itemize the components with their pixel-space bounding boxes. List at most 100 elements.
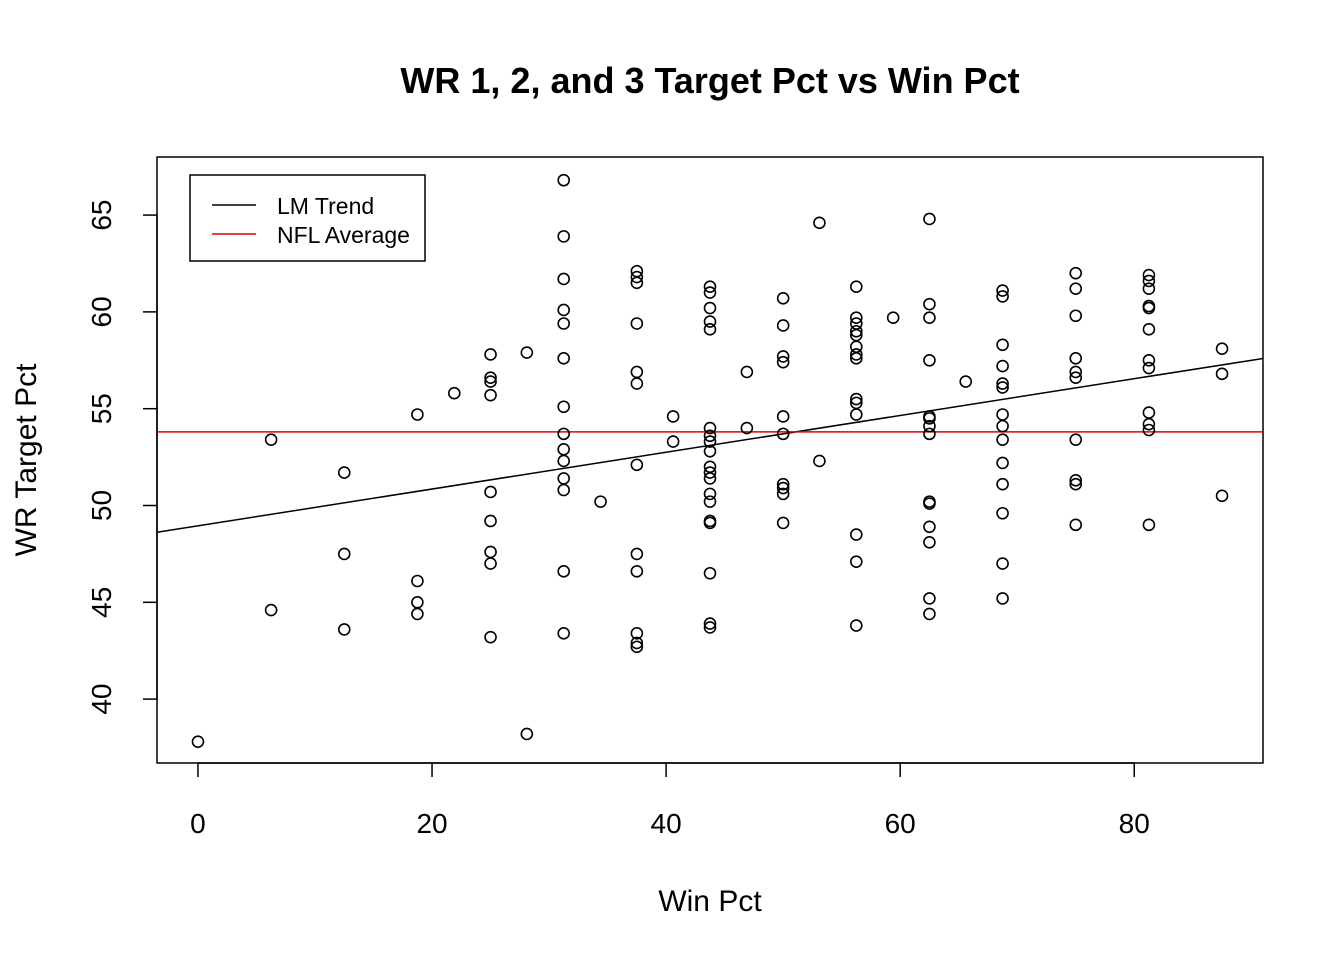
scatter-point	[703, 280, 717, 294]
legend-label-nfl-average: NFL Average	[277, 222, 410, 248]
scatter-point	[996, 338, 1009, 352]
scatter-point	[484, 485, 497, 499]
scatter-point	[923, 535, 936, 549]
scatter-point	[923, 297, 936, 311]
scatter-point	[557, 626, 571, 640]
scatter-point	[1142, 518, 1156, 532]
scatter-point	[630, 377, 644, 390]
x-axis-label: Win Pct	[658, 885, 762, 918]
scatter-point	[1069, 266, 1083, 280]
scatter-point	[630, 636, 644, 650]
scatter-point	[411, 574, 424, 588]
scatter-point	[813, 454, 826, 468]
scatter-point	[849, 408, 863, 421]
scatter-point	[703, 301, 717, 315]
scatter-point	[1142, 361, 1156, 375]
scatter-point	[520, 346, 534, 359]
scatter-point	[557, 472, 571, 485]
legend: LM Trend NFL Average	[189, 174, 426, 262]
x-tick-label: 20	[416, 808, 447, 839]
scatter-point	[959, 375, 973, 388]
scatter-point	[996, 506, 1009, 520]
y-tick-label: 65	[86, 200, 117, 231]
scatter-point	[1142, 423, 1156, 437]
scatter-point	[1142, 406, 1156, 419]
scatter-point	[703, 621, 717, 634]
scatter-point	[996, 381, 1009, 394]
scatter-point	[557, 443, 571, 456]
scatter-point	[630, 626, 644, 640]
scatter-point	[703, 435, 717, 448]
scatter-point	[996, 290, 1009, 303]
scatter-point	[886, 311, 900, 324]
scatter-point	[923, 520, 936, 534]
scatter-point	[630, 276, 644, 290]
scatter-point	[996, 377, 1009, 390]
scatter-point	[996, 284, 1009, 297]
scatter-point	[996, 477, 1009, 491]
scatter-point	[776, 477, 790, 491]
scatter-point	[776, 292, 790, 305]
scatter-point	[411, 408, 424, 421]
scatter-point	[557, 272, 571, 286]
scatter-point	[776, 516, 790, 530]
scatter-point	[1069, 352, 1083, 365]
scatter-point	[264, 603, 278, 617]
scatter-point	[557, 400, 571, 414]
scatter-point	[703, 315, 717, 328]
scatter-point	[740, 365, 754, 379]
scatter-point	[996, 456, 1009, 470]
scatter-point	[484, 557, 497, 570]
scatter-point	[1215, 489, 1229, 503]
scatter-point	[557, 352, 571, 365]
scatter-point	[630, 547, 644, 561]
scatter-point	[1069, 474, 1083, 487]
scatter-point	[484, 388, 497, 402]
scatter-point	[1142, 417, 1156, 431]
scatter-point	[923, 497, 936, 510]
scatter-point	[630, 270, 644, 284]
y-axis: 40 45 50 55 60 65	[86, 200, 158, 715]
scatter-point	[703, 516, 717, 530]
scatter-point	[1069, 371, 1083, 385]
scatter-point	[557, 483, 571, 497]
y-tick-label: 40	[86, 684, 117, 715]
scatter-point	[557, 173, 571, 187]
scatter-point	[849, 352, 863, 365]
scatter-point	[776, 481, 790, 495]
scatter-point	[264, 433, 278, 446]
x-tick-label: 80	[1119, 808, 1150, 839]
y-tick-label: 60	[86, 296, 117, 327]
scatter-point	[923, 353, 936, 367]
y-tick-label: 55	[86, 393, 117, 424]
scatter-point	[557, 317, 571, 330]
scatter-point	[630, 458, 644, 472]
scatter-point	[520, 727, 534, 741]
scatter-point	[630, 365, 644, 379]
scatter-point	[923, 419, 936, 433]
scatter-point	[484, 375, 497, 388]
data-points	[191, 173, 1229, 749]
scatter-point	[594, 495, 607, 508]
scatter-point	[557, 230, 571, 243]
scatter-point	[740, 421, 754, 435]
y-tick-label: 50	[86, 490, 117, 521]
scatter-point	[630, 640, 644, 654]
scatter-point	[1069, 433, 1083, 446]
scatter-point	[630, 565, 644, 578]
scatter-point	[1069, 282, 1083, 295]
scatter-point	[849, 392, 863, 406]
scatter-point	[703, 429, 717, 443]
scatter-point	[996, 359, 1009, 373]
scatter-point	[923, 592, 936, 605]
scatter-point	[703, 487, 717, 501]
scatter-point	[630, 317, 644, 330]
y-axis-label: WR Target Pct	[10, 363, 43, 556]
scatter-point	[703, 566, 717, 580]
scatter-point	[337, 466, 351, 479]
scatter-point	[703, 323, 717, 336]
scatter-point	[703, 495, 717, 508]
chart-title: WR 1, 2, and 3 Target Pct vs Win Pct	[400, 60, 1019, 101]
scatter-point	[849, 311, 863, 324]
